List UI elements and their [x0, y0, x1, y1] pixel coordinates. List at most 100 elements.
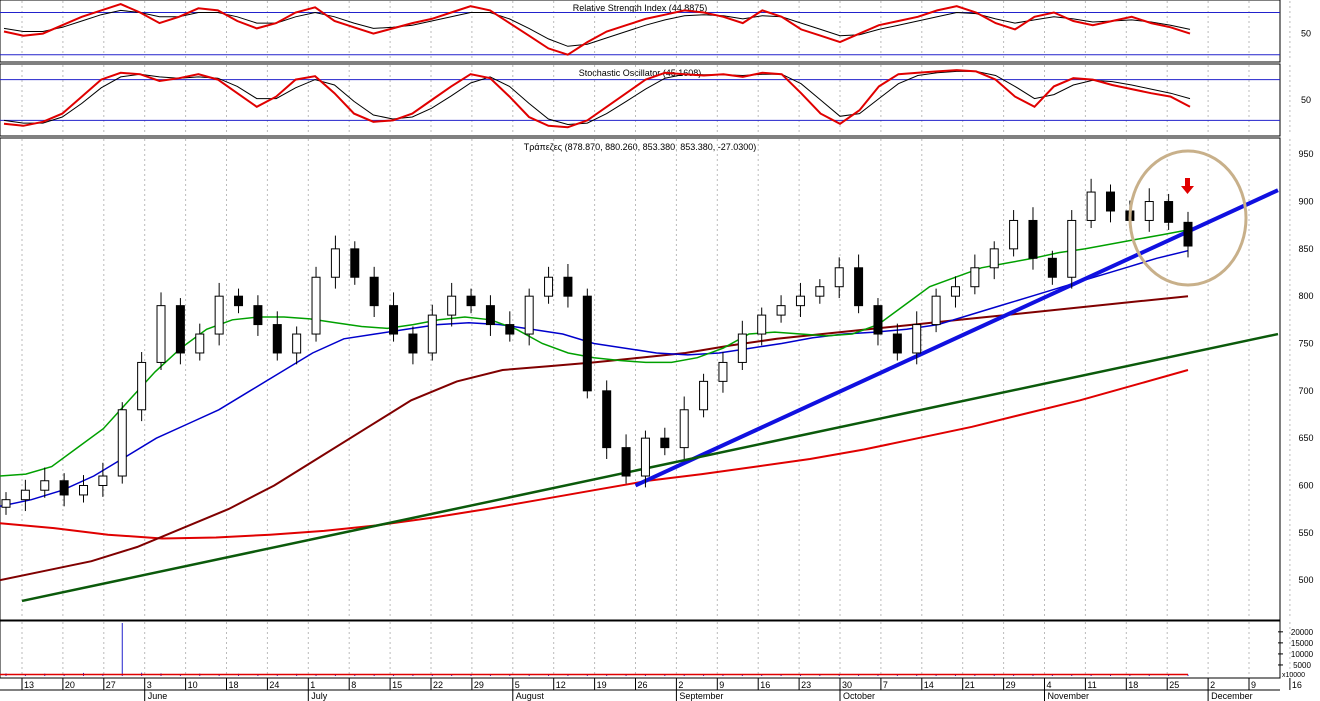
rsi-tick-label: 50 — [1301, 29, 1311, 39]
x-tick-label: 11 — [1087, 680, 1096, 690]
x-tick-label: 4 — [1047, 680, 1052, 690]
x-tick-label: 8 — [351, 680, 356, 690]
candle-body — [931, 295, 941, 326]
candle-body — [330, 248, 340, 278]
stochastic-title: Stochastic Oscillator (45.1608) — [579, 68, 702, 78]
volume-gridlines — [21, 622, 1291, 677]
month-label: November — [1048, 691, 1090, 701]
candle-body — [563, 276, 573, 297]
candle-body — [1028, 219, 1038, 259]
x-tick-label: 1 — [310, 680, 315, 690]
candle-body — [272, 324, 282, 354]
price-tick-label: 500 — [1298, 575, 1313, 585]
stochastic-tick-label: 50 — [1301, 95, 1311, 105]
candle-body — [602, 390, 612, 449]
price-panel: Τράπεζες (878.870, 880.260, 853.380, 853… — [0, 137, 1314, 621]
month-label: August — [516, 691, 545, 701]
trendlines — [21, 188, 1279, 603]
x-tick-label: 14 — [924, 680, 934, 690]
candle-body — [970, 267, 980, 288]
candle-body — [795, 295, 805, 307]
candle-body — [40, 480, 50, 491]
candle-body — [815, 286, 825, 297]
rsi-lines — [3, 3, 1191, 56]
candle-body — [408, 333, 418, 354]
candle-body — [447, 295, 457, 316]
price-tick-label: 700 — [1298, 386, 1313, 396]
stochastic-axis: 50 — [1301, 95, 1311, 105]
candle-body — [350, 248, 360, 278]
stochastic-lines — [3, 69, 1191, 129]
x-tick-label: 29 — [474, 680, 484, 690]
candle-body — [1, 499, 11, 508]
ma-long-line — [0, 295, 1189, 582]
candle-body — [873, 305, 883, 335]
candle-body — [466, 295, 476, 307]
candle-body — [117, 409, 127, 477]
rsi-line — [3, 3, 1191, 56]
candle-body — [950, 286, 960, 297]
price-tick-label: 850 — [1298, 244, 1313, 254]
candle-body — [234, 295, 244, 307]
candle-body — [1047, 257, 1057, 278]
volume-tick-label: 5000 — [1293, 661, 1311, 670]
volume-tick-label: 10000 — [1291, 650, 1314, 659]
x-tick-label: 13 — [24, 680, 34, 690]
candle-body — [834, 267, 844, 288]
candle-body — [544, 276, 554, 297]
candle-body — [912, 324, 922, 354]
candle-body — [485, 305, 495, 326]
candlesticks — [1, 178, 1193, 515]
candle-body — [989, 248, 999, 269]
price-title: Τράπεζες (878.870, 880.260, 853.380, 853… — [524, 142, 757, 152]
candle-body — [1105, 191, 1115, 212]
x-tick-label: 15 — [392, 680, 402, 690]
x-tick-label: 21 — [965, 680, 975, 690]
red-down-arrow-icon — [1181, 178, 1194, 194]
candle-body — [776, 305, 786, 316]
price-tick-label: 900 — [1298, 197, 1313, 207]
candle-body — [59, 480, 69, 496]
candle-body — [640, 437, 650, 477]
candle-body — [1067, 219, 1077, 278]
rsi-panel-frame — [0, 0, 1281, 63]
x-tick-label: 16 — [760, 680, 770, 690]
x-tick-label: 3 — [147, 680, 152, 690]
stochastic-panel: Stochastic Oscillator (45.1608) 50 — [0, 63, 1311, 137]
ma-longest-line — [0, 369, 1189, 540]
candle-body — [253, 305, 263, 326]
volume-tick-label: 20000 — [1291, 628, 1314, 637]
candle-body — [1183, 221, 1193, 247]
candle-body — [1164, 201, 1174, 223]
candle-body — [79, 484, 89, 496]
rsi-signal-line — [3, 9, 1191, 47]
x-tick-label: 16 — [1292, 680, 1302, 690]
volume-bars — [0, 623, 1189, 676]
x-tick-label: 2 — [678, 680, 683, 690]
candle-body — [582, 295, 592, 392]
candle-body — [1009, 219, 1019, 250]
x-tick-label: 23 — [801, 680, 811, 690]
x-tick-label: 5 — [515, 680, 520, 690]
price-panel-frame — [0, 137, 1281, 621]
rsi-gridlines — [21, 1, 1291, 61]
ma-mid-line — [0, 249, 1189, 508]
candle-body — [854, 267, 864, 307]
month-label: December — [1211, 691, 1253, 701]
trendline-green-long-trend — [21, 332, 1279, 603]
candle-body — [311, 276, 321, 335]
candle-body — [98, 475, 108, 486]
candle-body — [737, 333, 747, 363]
candle-body — [757, 314, 767, 335]
month-label: October — [843, 691, 875, 701]
x-tick-label: 12 — [556, 680, 566, 690]
trendline-blue-uptrend — [634, 188, 1279, 488]
price-axis: 500 550 600 650 700 750 800 850 900 950 — [1298, 149, 1313, 585]
month-label: September — [679, 691, 723, 701]
x-tick-label: 2 — [1210, 680, 1215, 690]
rsi-title: Relative Strength Index (44.8875) — [573, 3, 708, 13]
price-gridlines — [21, 139, 1291, 619]
price-tick-label: 600 — [1298, 480, 1313, 490]
candle-body — [292, 333, 302, 354]
x-tick-label: 18 — [229, 680, 239, 690]
